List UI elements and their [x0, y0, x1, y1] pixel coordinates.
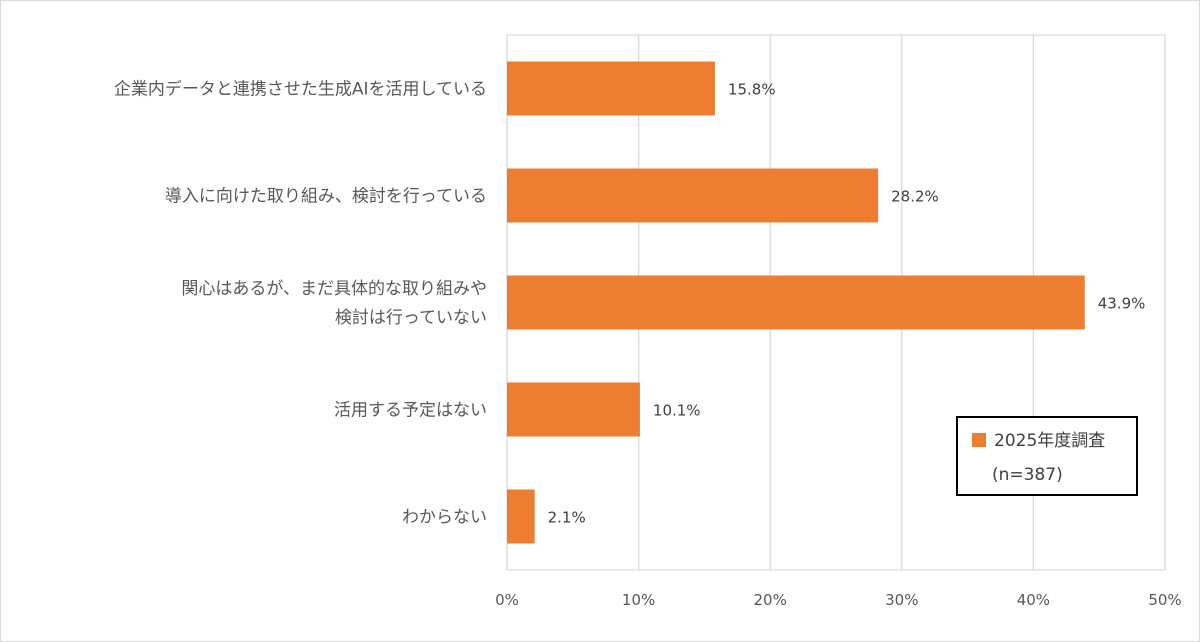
data-label: 2.1% [548, 509, 586, 527]
x-tick-label: 50% [1148, 591, 1181, 609]
value-labels: 15.8% 28.2% 43.9% 10.1% 2.1% [548, 81, 1146, 527]
category-labels: 企業内データと連携させた生成AIを活用している導入に向けた取り組み、検討を行って… [114, 79, 487, 528]
legend: 2025年度調査 (n=387) [956, 416, 1138, 496]
bars [507, 61, 1085, 544]
category-label: 検討は行っていない [335, 308, 487, 328]
bar [507, 275, 1085, 330]
legend-swatch [972, 433, 986, 447]
category-label: 活用する予定はない [334, 401, 487, 421]
bar [507, 489, 535, 544]
x-tick-label: 20% [754, 591, 787, 609]
data-label: 28.2% [891, 188, 939, 206]
x-axis-tick-labels: 0% 10% 20% 30% 40% 50% [495, 591, 1182, 609]
category-label: 関心はあるが、まだ具体的な取り組みや [181, 279, 487, 299]
data-label: 10.1% [653, 402, 701, 420]
category-label: 導入に向けた取り組み、検討を行っている [165, 187, 487, 207]
category-label: 企業内データと連携させた生成AIを活用している [114, 79, 487, 100]
category-label: わからない [402, 508, 487, 528]
legend-series-name: 2025年度調査 [994, 431, 1105, 451]
x-tick-label: 30% [885, 591, 918, 609]
gridlines [506, 34, 1166, 571]
x-tick-label: 0% [495, 591, 519, 609]
legend-series-sample-size: (n=387) [992, 465, 1063, 485]
bar [507, 382, 640, 437]
x-tick-label: 40% [1017, 591, 1050, 609]
bar [507, 61, 715, 116]
x-tick-label: 10% [622, 591, 655, 609]
data-label: 43.9% [1098, 295, 1146, 313]
bar [507, 168, 879, 223]
legend-box [956, 416, 1138, 496]
data-label: 15.8% [728, 81, 776, 99]
